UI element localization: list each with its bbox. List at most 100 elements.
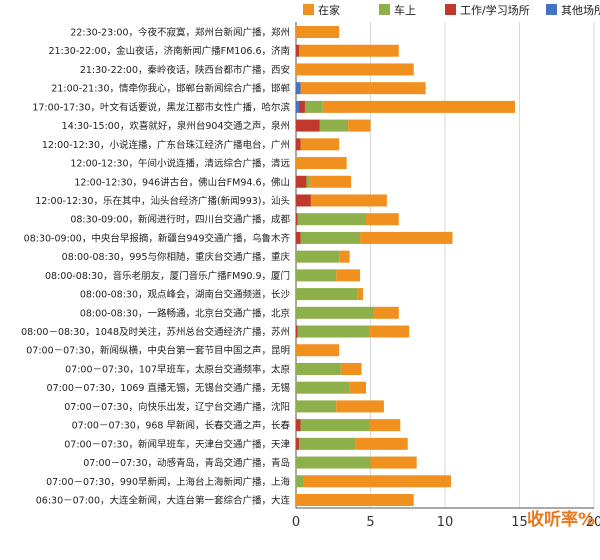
- bar-segment: [304, 100, 323, 113]
- bar-segment: [296, 63, 414, 76]
- bar-segment: [296, 175, 307, 188]
- bar-segment: [296, 494, 414, 506]
- bar-segment: [300, 138, 340, 151]
- bar-segment: [322, 100, 516, 113]
- bar-segment: [300, 231, 361, 244]
- bar-segment: [369, 419, 401, 432]
- category-label: 07:00－07:30，新闻纵横，中央台第一套节目中国之声，昆明: [26, 345, 290, 357]
- legend: 在家 车上 工作/学习场所 其他场所: [303, 3, 600, 17]
- category-label: 07:00－07:30，动感青岛，青岛交通广播，青岛: [83, 457, 290, 469]
- legend-label: 在家: [318, 3, 340, 17]
- bar-segment: [296, 213, 298, 226]
- category-label: 08:00-08:30，995与你相随，重庆台交通广播，重庆: [62, 251, 291, 263]
- category-label: 21:30-22:00，金山夜话，济南新闻广播FM106.6，济南: [48, 45, 290, 57]
- bar-segment: [296, 306, 374, 319]
- category-label: 08:30-09:00，中央台早报摘，新疆台949交通广播，乌鲁木齐: [24, 232, 291, 244]
- bar-segment: [296, 288, 358, 301]
- bar-segment: [296, 231, 301, 244]
- bar-segment: [369, 325, 410, 338]
- bar-segment: [357, 288, 364, 301]
- bar-segment: [296, 381, 350, 394]
- bar-segment: [339, 250, 350, 263]
- bar-segment: [296, 26, 340, 38]
- bar-segment: [296, 44, 299, 57]
- x-tick-label-15: 15: [511, 515, 528, 530]
- bar-segment: [296, 325, 298, 338]
- bar-segment: [296, 475, 304, 488]
- bar-segment: [298, 100, 305, 113]
- x-tick-label-5: 5: [366, 515, 374, 530]
- category-label: 07:00－07:30，968 早新闻，长春交通之声，长春: [72, 420, 291, 432]
- bar-segment: [349, 381, 367, 394]
- category-label: 17:00-17:30，叶文有话要说，黑龙江都市女性广播，哈尔滨: [32, 101, 290, 113]
- legend-swatch: [379, 4, 390, 15]
- bar-segment: [340, 362, 362, 375]
- category-label: 06:30－07:00，大连全新闻，大连台第一套综合广播，大连: [36, 495, 291, 507]
- legend-swatch: [445, 4, 456, 15]
- x-tick-labels: 0 5 10 15 20: [292, 515, 600, 530]
- category-label: 08:00－08:30，1048及时关注，苏州总台交通经济广播，苏州: [21, 326, 290, 338]
- category-label: 07:00－07:30，1069 直播无锡，无锡台交通广播，无锡: [47, 382, 290, 394]
- bar-segment: [296, 250, 340, 263]
- bar-segment: [355, 437, 408, 450]
- bar-segment: [296, 100, 299, 113]
- bar-segment: [298, 44, 399, 57]
- bar-segment: [296, 456, 371, 469]
- bars: [296, 26, 516, 506]
- category-label: 07:00－07:30，向快乐出发，辽宁台交通广播，沈阳: [64, 401, 290, 413]
- category-label: 12:00-12:30，午间小说连播，清远综合广播，清远: [70, 158, 290, 170]
- bar-segment: [303, 475, 451, 488]
- bar-segment: [296, 157, 347, 170]
- category-label: 07:00－07:30，990早新闻，上海台上海新闻广播，上海: [46, 476, 290, 488]
- bar-segment: [360, 231, 453, 244]
- bar-segment: [306, 175, 310, 188]
- category-label: 08:00-08:30，音乐老朋友，厦门音乐广播FM90.9，厦门: [45, 270, 290, 282]
- bar-segment: [309, 175, 352, 188]
- bar-segment: [296, 119, 320, 132]
- bar-segment: [296, 194, 311, 207]
- bar-segment: [296, 138, 301, 151]
- bar-segment: [296, 344, 340, 357]
- bar-segment: [300, 82, 426, 95]
- bar-segment: [296, 362, 341, 375]
- x-tick-label-20: 20: [586, 515, 600, 530]
- bar-segment: [296, 400, 337, 413]
- x-tick-label-0: 0: [292, 515, 300, 530]
- legend-swatch: [546, 4, 557, 15]
- legend-swatch: [303, 4, 314, 15]
- bar-segment: [336, 269, 361, 282]
- bar-segment: [310, 194, 387, 207]
- legend-label: 其他场所: [561, 3, 600, 17]
- grid-lines: [295, 22, 595, 509]
- category-label: 22:30-23:00，今夜不寂寞，郑州台新闻广播，郑州: [70, 27, 290, 39]
- bar-segment: [336, 400, 384, 413]
- category-label: 08:00-08:30，一路畅通，北京台交通广播，北京: [80, 307, 290, 319]
- bar-segment: [300, 419, 370, 432]
- legend-label: 车上: [394, 3, 416, 17]
- category-label: 08:00-08:30，观点峰会，湖南台交通频道，长沙: [80, 289, 291, 301]
- category-label: 12:00-12:30，乐在其中，汕头台经济广播(新闻993)，汕头: [35, 195, 290, 207]
- category-label: 21:00-21:30，情牵你我心，邯郸台新闻综合广播，邯郸: [51, 83, 290, 95]
- bar-segment: [370, 456, 417, 469]
- bar-segment: [297, 213, 367, 226]
- bar-segment: [348, 119, 371, 132]
- x-tick-label-10: 10: [437, 515, 454, 530]
- category-label: 21:30-22:00，秦岭夜话，陕西台都市广播，西安: [80, 64, 290, 76]
- bar-segment: [319, 119, 349, 132]
- bar-segment: [366, 213, 399, 226]
- category-label: 07:00－07:30，107早班车，太原台交通频率，太原: [65, 363, 290, 375]
- category-label: 08:30-09:00，新闻进行时，四川台交通广播，成都: [70, 214, 290, 226]
- bar-segment: [296, 419, 301, 432]
- bar-segment: [297, 325, 370, 338]
- bar-segment: [296, 437, 299, 450]
- category-label: 07:00－07:30，新闻早班车，天津台交通广播，天津: [64, 438, 290, 450]
- bar-segment: [298, 437, 356, 450]
- category-label: 12:00-12:30，小说连播，广东台珠江经济广播电台，广州: [42, 139, 290, 151]
- bar-segment: [296, 269, 337, 282]
- legend-label: 工作/学习场所: [460, 3, 530, 17]
- x-axis-label: 收听率%: [527, 509, 595, 530]
- category-label: 12:00-12:30，946讲古台，佛山台FM94.6，佛山: [74, 176, 290, 188]
- bar-segment: [373, 306, 399, 319]
- bar-segment: [296, 82, 301, 95]
